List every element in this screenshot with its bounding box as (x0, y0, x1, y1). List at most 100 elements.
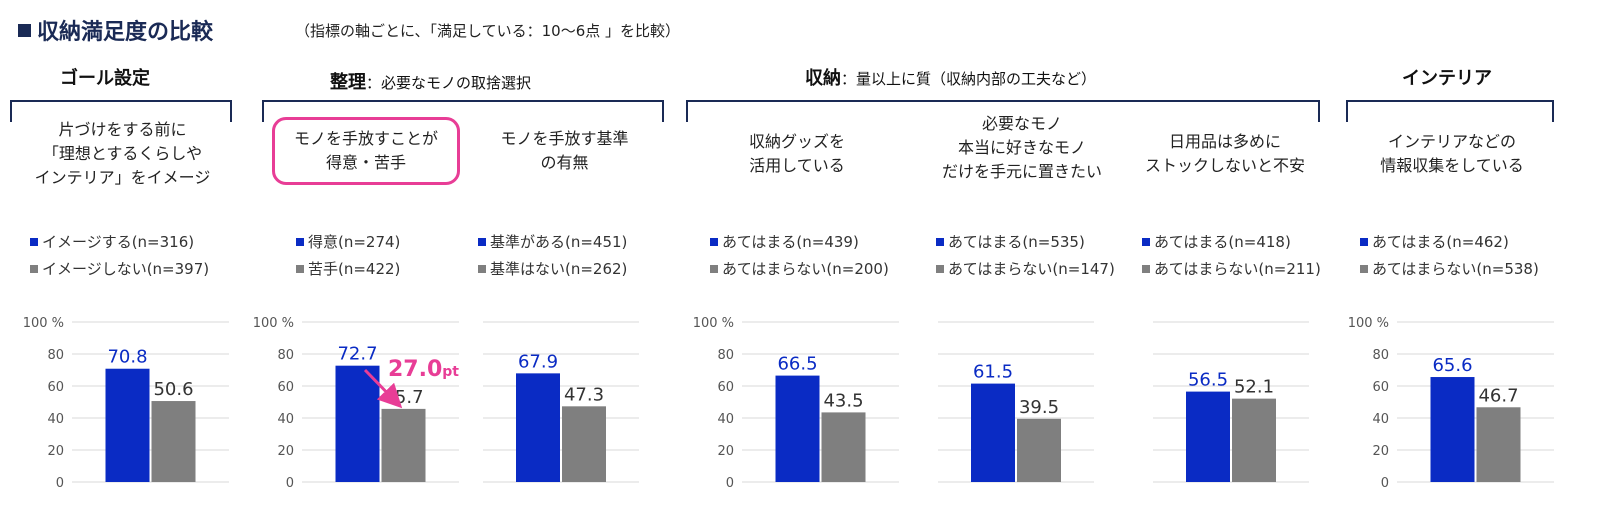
question-text-letgo: モノを手放すことが 得意・苦手 (272, 127, 460, 175)
group-title-storage-desc: ：量以上に質（収納内部の工夫など） (841, 70, 1097, 88)
bracket-goal (10, 100, 232, 122)
legend-label: あてはまらない(n=200) (722, 260, 889, 278)
question-line: モノを手放す基準 (500, 129, 629, 148)
legend-swatch-secondary (296, 264, 304, 273)
legend-item: あてはまる(n=462) (1360, 231, 1509, 252)
page-title: 収納満足度の比較 (18, 14, 213, 46)
legend-swatch-primary (710, 237, 718, 246)
question-line: ストックしないと不安 (1144, 156, 1305, 175)
legend-label: あてはまる(n=535) (948, 233, 1085, 251)
page-title-text: 収納満足度の比較 (37, 20, 214, 45)
bar-chart-goal: 100 % 80 60 40 20 0 70.8 50.6 (23, 316, 229, 491)
bar-value-label: 70.8 (107, 347, 147, 368)
legend-swatch-secondary (1360, 264, 1368, 273)
question-line: 収納グッズを (748, 132, 845, 151)
bar-primary (775, 375, 820, 482)
bar-value-label: 65.6 (1432, 355, 1472, 376)
question-line: 片づけをする前に (58, 120, 187, 139)
y-tick-label: 40 (47, 412, 64, 427)
y-tick-label: 100 % (23, 316, 64, 331)
group-title-organize-desc: ：必要なモノの取捨選択 (366, 74, 532, 92)
bar-value-label: 47.3 (564, 384, 604, 405)
legend-label: 基準はない(n=262) (490, 260, 628, 278)
question-line: 必要なモノ (981, 114, 1062, 133)
bar-secondary (1476, 407, 1521, 482)
legend-label: あてはまる(n=462) (1372, 233, 1509, 251)
legend-label: 得意(n=274) (308, 233, 401, 251)
question-text-interior: インテリアなどの 情報収集をしている (1362, 130, 1542, 178)
y-tick-label: 0 (56, 476, 64, 491)
y-tick-label: 40 (277, 412, 294, 427)
y-tick-label: 60 (1372, 380, 1389, 395)
group-title-storage: 収納：量以上に質（収納内部の工夫など） (805, 64, 1096, 90)
bar-value-label: 43.5 (823, 390, 863, 411)
legend-item: あてはまる(n=418) (1142, 231, 1291, 252)
legend-swatch-secondary (30, 264, 38, 273)
legend-swatch-primary (1142, 237, 1150, 246)
bar-secondary (1017, 418, 1061, 482)
question-line: インテリア」をイメージ (34, 168, 211, 187)
question-text-favorite: 必要なモノ 本当に好きなモノ だけを手元に置きたい (922, 112, 1122, 184)
y-tick-label: 0 (1381, 476, 1389, 491)
legend-label: あてはまらない(n=538) (1372, 260, 1539, 278)
question-line: 得意・苦手 (325, 153, 406, 172)
y-tick-label: 80 (277, 348, 294, 363)
bar-secondary (821, 412, 866, 482)
bar-chart-goods: 100 % 80 60 40 20 0 66.5 43.5 (693, 316, 899, 491)
bar-secondary (1232, 398, 1276, 482)
bracket-storage (686, 100, 1320, 122)
y-tick-label: 0 (726, 476, 734, 491)
question-line: 「理想とするくらしや (42, 144, 203, 163)
question-line: 情報収集をしている (1380, 156, 1524, 175)
legend-label: あてはまらない(n=147) (948, 260, 1115, 278)
y-tick-label: 60 (277, 380, 294, 395)
legend-label: イメージする(n=316) (42, 233, 195, 251)
gap-annotation-unit: pt (442, 364, 459, 380)
legend-item: イメージする(n=316) (30, 231, 194, 252)
y-tick-label: 40 (717, 412, 734, 427)
group-title-goal: ゴール設定 (60, 64, 150, 90)
bar-value-label: 52.1 (1234, 377, 1274, 398)
y-tick-label: 40 (1372, 412, 1389, 427)
legend-label: あてはまる(n=439) (722, 233, 859, 251)
bar-chart-stock: 56.5 52.1 (1153, 321, 1309, 483)
legend-label: イメージしない(n=397) (42, 260, 210, 278)
legend-swatch-primary (296, 237, 304, 246)
y-tick-label: 0 (286, 476, 294, 491)
y-tick-label: 20 (277, 444, 294, 459)
group-title-storage-label: 収納 (805, 68, 841, 89)
bar-primary (516, 373, 560, 482)
group-title-goal-label: ゴール設定 (60, 68, 150, 89)
bar-chart-criteria: 67.9 47.3 (483, 321, 639, 483)
legend-item: 得意(n=274) (296, 231, 400, 252)
legend-item: 基準がある(n=451) (478, 231, 627, 252)
legend-item: 基準はない(n=262) (478, 258, 627, 279)
question-line: モノを手放すことが (293, 129, 438, 148)
y-tick-label: 100 % (1348, 316, 1389, 331)
bar-value-label: 56.5 (1188, 370, 1228, 391)
legend-label: あてはまる(n=418) (1154, 233, 1291, 251)
question-line: 活用している (749, 156, 845, 175)
question-line: の有無 (540, 153, 589, 172)
legend-label: 基準がある(n=451) (490, 233, 628, 251)
group-title-interior-label: インテリア (1402, 68, 1492, 89)
question-text-criteria: モノを手放す基準 の有無 (472, 127, 657, 175)
legend-item: あてはまる(n=439) (710, 231, 859, 252)
gap-annotation: 27.0pt (388, 357, 459, 382)
group-title-interior: インテリア (1402, 64, 1492, 90)
bar-secondary (562, 406, 606, 482)
bar-value-label: 39.5 (1019, 397, 1059, 418)
y-tick-label: 100 % (693, 316, 734, 331)
y-tick-label: 60 (47, 380, 64, 395)
y-tick-label: 80 (1372, 348, 1389, 363)
y-tick-label: 20 (47, 444, 64, 459)
legend-swatch-primary (30, 237, 38, 246)
question-line: 日用品は多めに (1168, 132, 1281, 151)
legend-swatch-secondary (936, 264, 944, 273)
y-tick-label: 20 (1372, 444, 1389, 459)
question-line: 本当に好きなモノ (957, 138, 1086, 157)
legend-swatch-secondary (710, 264, 718, 273)
legend-swatch-secondary (478, 264, 486, 273)
legend-item: あてはまらない(n=211) (1142, 258, 1321, 279)
